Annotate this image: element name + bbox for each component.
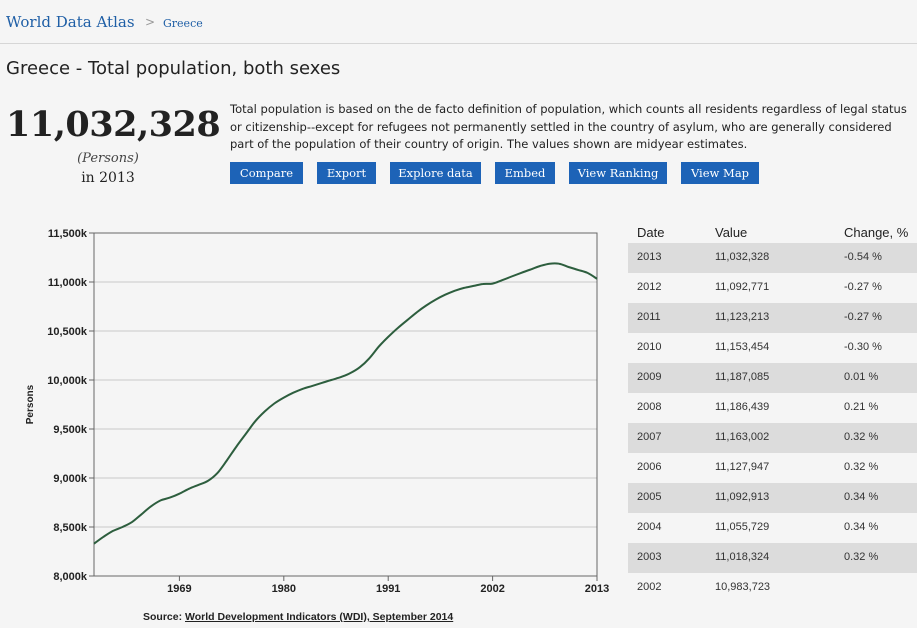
top-bar: World Data Atlas > Greece (0, 0, 917, 44)
headline-value: 11,032,328 (6, 104, 221, 145)
row-date: 2013 (637, 251, 662, 263)
page-title: Greece - Total population, both sexes (6, 58, 341, 79)
y-tick-label: 8,500k (53, 522, 88, 534)
row-date: 2004 (637, 521, 662, 533)
row-change: 0.01 % (844, 371, 879, 383)
y-axis-ticks: 8,000k 8,500k 9,000k 9,500k 10,000k 10,500k 11… (47, 228, 94, 583)
source-label: Source: (143, 611, 183, 623)
row-value: 10,983,723 (715, 581, 771, 593)
table-row: 2006 11,127,947 0.32 % (628, 453, 917, 483)
row-change: 0.21 % (844, 401, 879, 413)
row-date: 2002 (637, 581, 662, 593)
row-date: 2005 (637, 491, 662, 503)
compare-button[interactable]: Compare (230, 162, 303, 184)
row-change: -0.30 % (844, 341, 882, 353)
y-tick-label: 11,500k (48, 228, 88, 240)
data-table: Date Value Change, % 2013 11,032,328 -0.54… (628, 222, 917, 603)
row-value: 11,127,947 (715, 461, 770, 473)
table-row: 2005 11,092,913 0.34 % (628, 483, 917, 513)
y-tick-label: 10,000k (47, 375, 88, 387)
row-value: 11,032,328 (715, 251, 770, 263)
x-tick-label: 2013 (585, 583, 609, 595)
indicator-description: Total population is based on the de fact… (230, 102, 907, 151)
row-date: 2003 (637, 551, 662, 563)
y-tick-label: 9,000k (53, 473, 88, 485)
table-row: 2013 11,032,328 -0.54 % (628, 243, 917, 273)
export-button[interactable]: Export (317, 162, 376, 184)
view-ranking-button[interactable]: View Ranking (569, 162, 667, 184)
table-row: 2007 11,163,002 0.32 % (628, 423, 917, 453)
table-row: 2003 11,018,324 0.32 % (628, 543, 917, 573)
embed-button[interactable]: Embed (495, 162, 555, 184)
row-change: 0.34 % (844, 491, 879, 503)
row-value: 11,187,085 (715, 371, 770, 383)
x-tick-label: 1980 (272, 583, 296, 595)
row-date: 2006 (637, 461, 662, 473)
table-row: 2010 11,153,454 -0.30 % (628, 333, 917, 363)
y-tick-label: 9,500k (53, 424, 88, 436)
brand-link[interactable]: World Data Atlas (6, 13, 135, 31)
headline-year: in 2013 (81, 170, 135, 186)
table-row: 2008 11,186,439 0.21 % (628, 393, 917, 423)
row-date: 2010 (637, 341, 662, 353)
table-row: 2009 11,187,085 0.01 % (628, 363, 917, 393)
y-tick-label: 10,500k (47, 326, 88, 338)
plot-frame (93, 232, 598, 577)
table-row: 2004 11,055,729 0.34 % (628, 513, 917, 543)
table-row: 2011 11,123,213 -0.27 % (628, 303, 917, 333)
row-change: -0.54 % (844, 251, 882, 263)
row-date: 2008 (637, 401, 662, 413)
row-change: 0.32 % (844, 551, 879, 563)
row-value: 11,186,439 (715, 401, 770, 413)
x-tick-label: 2002 (480, 583, 504, 595)
row-date: 2012 (637, 281, 662, 293)
row-change: 0.32 % (844, 431, 879, 443)
x-tick-label: 1991 (376, 583, 400, 595)
x-axis-ticks: 1969 1980 1991 2002 2013 (167, 576, 609, 595)
view-map-button[interactable]: View Map (681, 162, 759, 184)
x-tick-label: 1969 (167, 583, 191, 595)
table-header: Date Value Change, % (628, 222, 917, 243)
row-value: 11,092,771 (715, 281, 770, 293)
table-row: 2002 10,983,723 (628, 573, 917, 603)
row-change: 0.32 % (844, 461, 879, 473)
population-line-chart: 8,000k 8,500k 9,000k 9,500k 10,000k 10,500k 11… (25, 228, 609, 595)
row-value: 11,153,454 (715, 341, 770, 353)
explore-data-button[interactable]: Explore data (390, 162, 481, 184)
row-value: 11,018,324 (715, 551, 770, 563)
row-change: -0.27 % (844, 281, 882, 293)
row-value: 11,123,213 (715, 311, 770, 323)
row-date: 2007 (637, 431, 662, 443)
header-date[interactable]: Date (637, 225, 665, 240)
row-value: 11,092,913 (715, 491, 770, 503)
chevron-right-icon: > (145, 15, 156, 29)
table-row: 2012 11,092,771 -0.27 % (628, 273, 917, 303)
y-tick-label: 11,000k (48, 277, 88, 289)
row-value: 11,055,729 (715, 521, 770, 533)
y-tick-label: 8,000k (53, 571, 88, 583)
row-value: 11,163,002 (715, 431, 770, 443)
y-axis-title: Persons (25, 384, 36, 424)
headline-unit: (Persons) (77, 151, 139, 166)
row-change: -0.27 % (844, 311, 882, 323)
header-change[interactable]: Change, % (844, 225, 909, 240)
row-date: 2011 (637, 311, 661, 323)
source-note: Source: World Development Indicators (WD… (143, 611, 453, 623)
row-change: 0.34 % (844, 521, 879, 533)
grid-lines (94, 232, 597, 577)
header-value[interactable]: Value (715, 225, 748, 240)
breadcrumb-greece[interactable]: Greece (163, 17, 203, 30)
row-date: 2009 (637, 371, 662, 383)
population-series-line (93, 262, 598, 545)
source-link[interactable]: World Development Indicators (WDI), Sept… (185, 611, 454, 623)
